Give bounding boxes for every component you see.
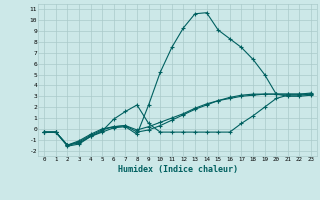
X-axis label: Humidex (Indice chaleur): Humidex (Indice chaleur) (118, 165, 238, 174)
